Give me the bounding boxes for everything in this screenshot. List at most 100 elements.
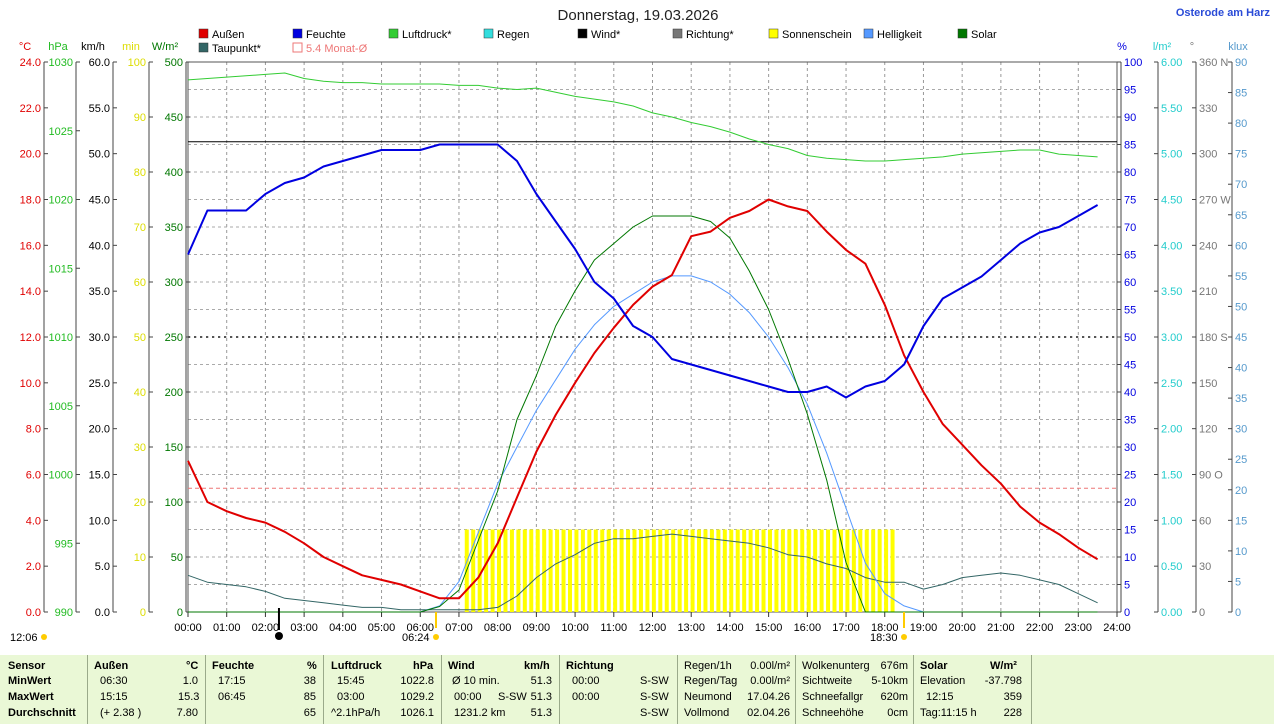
avg-druck-value: 1026.1 <box>400 707 434 719</box>
visibility-value: 5-10km <box>871 675 908 687</box>
tick-label: 200 <box>165 387 183 399</box>
tick-label: 15.0 <box>89 470 110 482</box>
x-tick-label: 24:00 <box>1103 622 1131 634</box>
location-label: Osterode am Harz <box>1176 7 1271 19</box>
tick-label: 3.50 <box>1161 286 1182 298</box>
min-wind-time: Ø 10 min. <box>452 675 500 687</box>
min-richtung-time: 00:00 <box>572 675 600 687</box>
tick-label: 100 <box>128 57 146 69</box>
moon-icon <box>274 632 283 640</box>
snowdepth-label: Schneehöhe <box>802 707 864 719</box>
snowline-label: Schneefallgr <box>802 691 864 703</box>
sunshine-bar <box>690 529 695 612</box>
sunshine-bar <box>761 529 766 612</box>
tick-label: 50 <box>134 332 146 344</box>
tick-label: 24.0 <box>20 57 41 69</box>
tick-label: 1030 <box>49 57 73 69</box>
sunshine-bar <box>877 529 882 612</box>
tick-label: 4.00 <box>1161 240 1182 252</box>
sunshine-bar <box>838 529 843 612</box>
sunshine-bars <box>464 529 895 612</box>
newmoon-value: 17.04.26 <box>747 691 790 703</box>
legend-swatch <box>483 28 494 39</box>
avg-aussen-value: 7.80 <box>176 707 198 719</box>
tick-label: 75 <box>1235 149 1247 161</box>
sunshine-bar <box>800 529 805 612</box>
x-tick-label: 00:00 <box>174 622 202 634</box>
tick-label: 30.0 <box>89 332 110 344</box>
x-tick-label: 12:00 <box>639 622 667 634</box>
sunshine-bar <box>574 529 579 612</box>
sunshine-bar <box>793 529 798 612</box>
sunshine-bar <box>871 529 876 612</box>
divider <box>441 655 442 724</box>
avg-feuchte-value: 65 <box>303 707 316 719</box>
sunshine-bar <box>613 529 618 612</box>
sunshine-bar <box>767 529 772 612</box>
x-axis: 00:00 01:00 02:00 03:00 04:00 05:00 06:00 07:00… <box>174 612 1131 634</box>
sunshine-bar <box>774 529 779 612</box>
tick-label: 15 <box>1235 515 1247 527</box>
legend-label: 5.4 Monat-Ø <box>306 43 368 55</box>
tick-label: 10 <box>134 552 146 564</box>
x-tick-label: 21:00 <box>987 622 1015 634</box>
sunshine-bar <box>548 529 553 612</box>
sunshine-bar <box>477 529 482 612</box>
tick-label: 0 <box>140 607 146 619</box>
sunshine-bar <box>787 529 792 612</box>
x-tick-label: 23:00 <box>1065 622 1093 634</box>
legend-swatch <box>198 42 209 53</box>
x-tick-label: 09:00 <box>523 622 551 634</box>
x-tick-label: 15:00 <box>755 622 783 634</box>
tick-label: 75 <box>1124 195 1136 207</box>
solar-max-value: 359 <box>1003 691 1022 703</box>
tick-label: 40.0 <box>89 240 110 252</box>
sunshine-bar <box>671 529 676 612</box>
header-sensor: Sensor <box>8 660 46 672</box>
tick-label: 70 <box>1124 222 1136 234</box>
tick-label: 16.0 <box>20 240 41 252</box>
sunshine-bar <box>742 529 747 612</box>
max-druck-value: 1029.2 <box>400 691 434 703</box>
tick-label: 10.0 <box>20 378 41 390</box>
legend-label: Sonnenschein <box>782 29 852 41</box>
sunshine-bar <box>535 529 540 612</box>
tick-label: 25 <box>1124 470 1136 482</box>
tick-label: 50 <box>171 552 183 564</box>
tick-label: 30 <box>1124 442 1136 454</box>
sunshine-bar <box>606 529 611 612</box>
snowline-value: 620m <box>880 691 908 703</box>
tick-label: 45 <box>1235 332 1247 344</box>
dewpoint-line <box>187 533 1098 611</box>
tick-label: 5.00 <box>1161 149 1182 161</box>
tick-label: 90 <box>134 112 146 124</box>
sunshine-bar <box>864 529 869 612</box>
sunshine-bar <box>529 529 534 612</box>
sunshine-bar <box>884 529 889 612</box>
tick-label: 60 <box>1124 277 1136 289</box>
rain-label: Regen/Tag <box>684 675 738 687</box>
sunshine-bar <box>851 529 856 612</box>
sunshine-bar <box>716 529 721 612</box>
sunshine-bar <box>587 529 592 612</box>
sunshine-bar <box>684 529 689 612</box>
rain-value: 0.00l/m² <box>750 660 790 672</box>
max-feuchte-value: 85 <box>303 691 316 703</box>
solar-line <box>188 215 1098 613</box>
tick-label: 65 <box>1124 250 1136 262</box>
tick-label: 990 <box>55 607 73 619</box>
tick-label: 35 <box>1124 415 1136 427</box>
tick-label: 55 <box>1124 305 1136 317</box>
sunshine-bar <box>580 529 585 612</box>
sunshine-bar <box>748 529 753 612</box>
tick-label: 60 <box>134 277 146 289</box>
tick-label: 70 <box>134 222 146 234</box>
header-aussen-unit: °C <box>186 660 199 672</box>
header-aussen: Außen <box>94 660 129 672</box>
chart-title: Donnerstag, 19.03.2026 <box>558 7 719 24</box>
tick-label: 2.0 <box>26 561 41 573</box>
sunshine-bar <box>490 529 495 612</box>
sunshine-bar <box>677 529 682 612</box>
sunshine-bar <box>819 529 824 612</box>
x-tick-label: 19:00 <box>910 622 938 634</box>
